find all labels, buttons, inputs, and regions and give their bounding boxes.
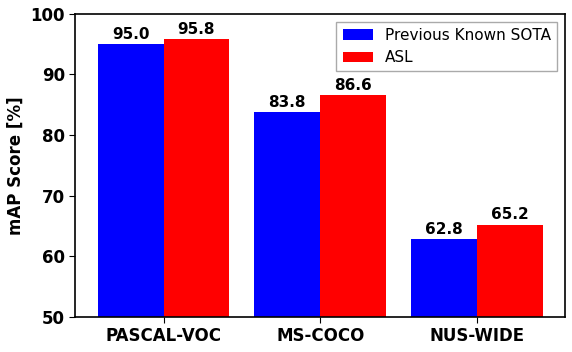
Bar [98, 44, 164, 317]
Text: 86.6: 86.6 [334, 78, 372, 93]
Bar [320, 95, 386, 317]
Text: 62.8: 62.8 [425, 222, 463, 237]
Bar [477, 225, 543, 317]
Text: 83.8: 83.8 [269, 95, 306, 109]
Text: 95.0: 95.0 [112, 27, 149, 42]
Text: 95.8: 95.8 [178, 22, 215, 37]
Bar [411, 239, 477, 317]
Text: 65.2: 65.2 [491, 207, 529, 222]
Y-axis label: mAP Score [%]: mAP Score [%] [7, 96, 25, 234]
Bar [164, 39, 229, 317]
Legend: Previous Known SOTA, ASL: Previous Known SOTA, ASL [336, 21, 558, 71]
Bar [255, 112, 320, 317]
